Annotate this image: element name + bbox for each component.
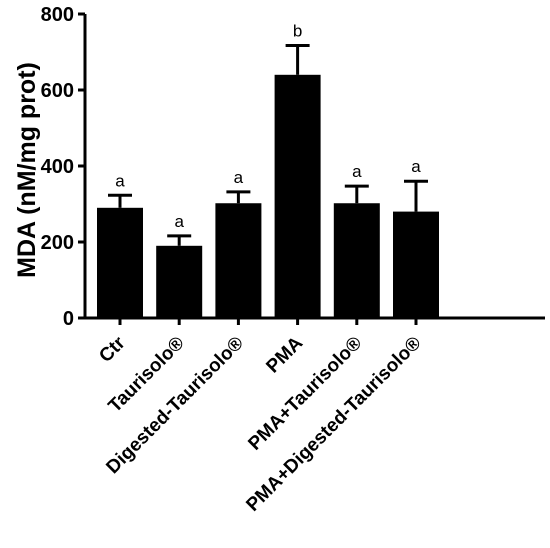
- significance-label-5: a: [411, 157, 421, 176]
- bar-0: [97, 207, 143, 318]
- y-tick-label-600: 600: [41, 80, 74, 102]
- bar-5: [393, 211, 439, 318]
- category-label-4: PMA+Taurisolo®: [244, 333, 366, 455]
- bar-1: [156, 245, 203, 318]
- significance-label-1: a: [174, 212, 184, 231]
- bar-2: [215, 203, 262, 318]
- category-label-3: PMA: [262, 332, 307, 377]
- y-tick-label-800: 800: [41, 4, 74, 26]
- significance-label-4: a: [352, 162, 362, 181]
- y-tick-label-400: 400: [41, 156, 74, 178]
- y-axis-label: MDA (nM/mg prot): [13, 62, 41, 278]
- y-tick-label-200: 200: [41, 232, 74, 254]
- axes-group: 0 200 400 600 800: [41, 4, 545, 330]
- bars-group: [97, 44, 439, 318]
- significance-label-3: b: [293, 22, 302, 41]
- significance-label-2: a: [234, 168, 244, 187]
- y-tick-label-0: 0: [63, 308, 74, 330]
- significance-label-0: a: [115, 171, 125, 190]
- bar-3: [274, 74, 321, 318]
- category-label-0: Ctr: [95, 332, 130, 367]
- bar-4: [333, 203, 380, 318]
